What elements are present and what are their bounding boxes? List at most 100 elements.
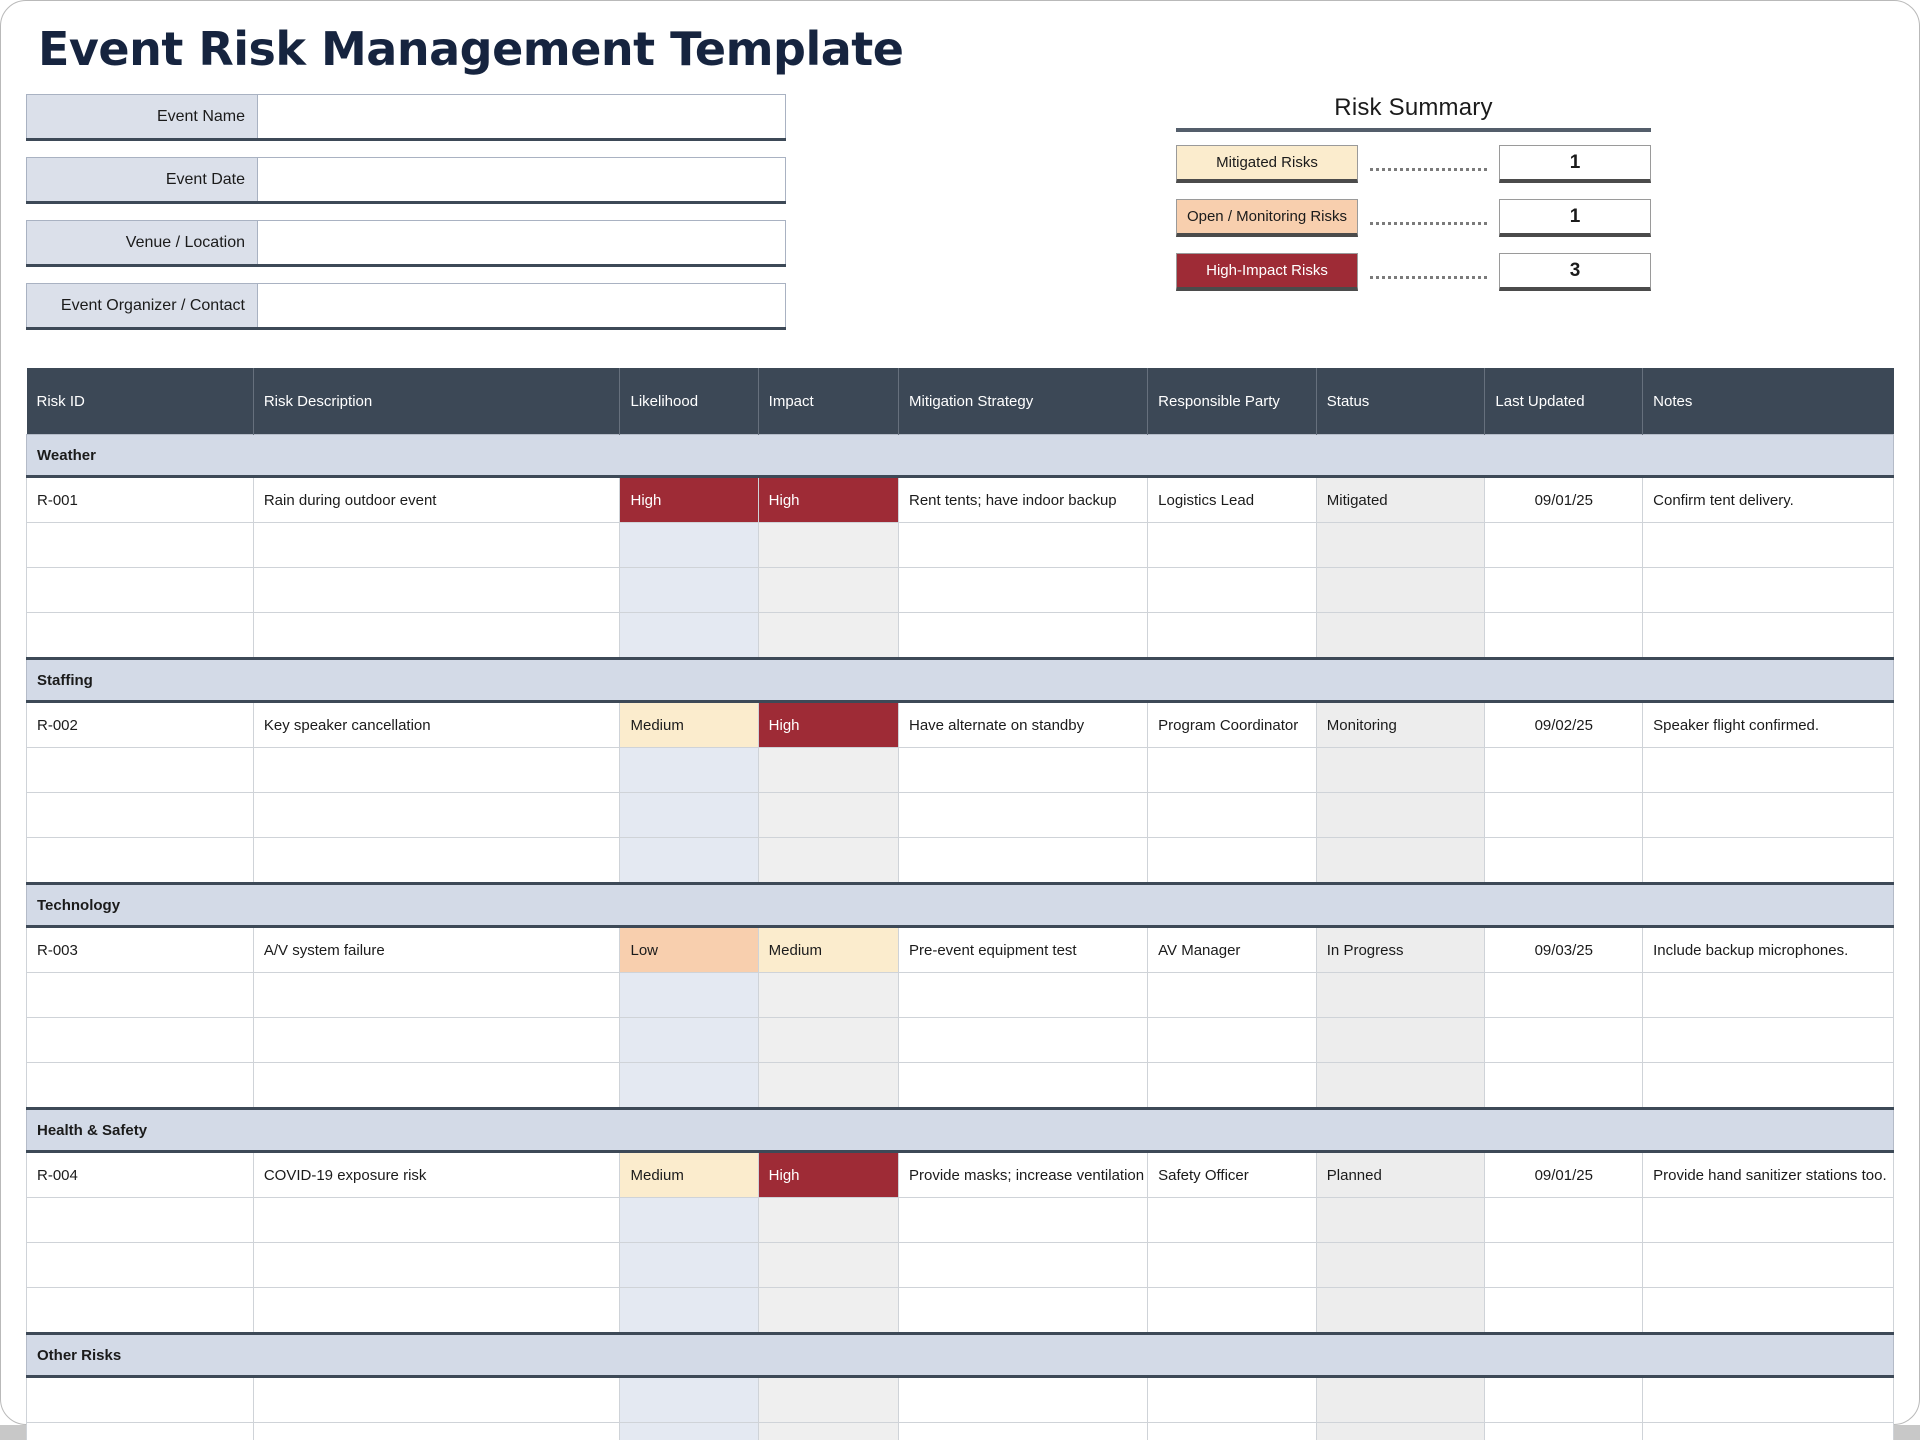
cell-last-updated[interactable]: [1484, 837, 1644, 885]
cell-last-updated[interactable]: [1484, 1422, 1644, 1440]
table-row[interactable]: [26, 567, 1894, 613]
cell-responsible[interactable]: [1147, 1017, 1317, 1063]
cell-status[interactable]: Planned: [1315, 1151, 1486, 1198]
cell-last-updated[interactable]: [1484, 1017, 1644, 1063]
cell-notes[interactable]: Provide hand sanitizer stations too.: [1642, 1151, 1894, 1198]
cell-last-updated[interactable]: [1484, 612, 1644, 660]
cell-responsible[interactable]: [1147, 1197, 1317, 1243]
cell-impact[interactable]: [757, 1197, 900, 1243]
cell-last-updated[interactable]: [1484, 567, 1644, 613]
cell-description[interactable]: [252, 1197, 621, 1243]
table-row[interactable]: [26, 1376, 1894, 1423]
table-row[interactable]: [26, 1017, 1894, 1063]
cell-mitigation[interactable]: [897, 1242, 1149, 1288]
cell-risk-id[interactable]: [26, 972, 254, 1018]
cell-responsible[interactable]: [1147, 612, 1317, 660]
cell-description[interactable]: [252, 1017, 621, 1063]
cell-status[interactable]: [1315, 972, 1486, 1018]
cell-mitigation[interactable]: [897, 1017, 1149, 1063]
cell-mitigation[interactable]: [897, 792, 1149, 838]
cell-status[interactable]: [1315, 1017, 1486, 1063]
cell-last-updated[interactable]: [1484, 972, 1644, 1018]
cell-notes[interactable]: [1642, 1242, 1894, 1288]
cell-notes[interactable]: [1642, 747, 1894, 793]
cell-notes[interactable]: [1642, 1062, 1894, 1110]
cell-description[interactable]: Key speaker cancellation: [252, 701, 621, 748]
cell-likelihood[interactable]: [619, 1287, 759, 1335]
table-row[interactable]: [26, 972, 1894, 1018]
cell-likelihood[interactable]: [619, 612, 759, 660]
cell-description[interactable]: A/V system failure: [252, 926, 621, 973]
cell-mitigation[interactable]: [897, 837, 1149, 885]
cell-notes[interactable]: [1642, 522, 1894, 568]
cell-risk-id[interactable]: [26, 522, 254, 568]
cell-status[interactable]: [1315, 1062, 1486, 1110]
cell-mitigation[interactable]: [897, 1287, 1149, 1335]
cell-risk-id[interactable]: [26, 612, 254, 660]
cell-last-updated[interactable]: 09/01/25: [1484, 476, 1644, 523]
cell-likelihood[interactable]: [619, 1242, 759, 1288]
table-row[interactable]: [26, 837, 1894, 885]
cell-status[interactable]: In Progress: [1315, 926, 1486, 973]
cell-risk-id[interactable]: [26, 567, 254, 613]
cell-mitigation[interactable]: [897, 747, 1149, 793]
cell-impact[interactable]: High: [757, 1151, 900, 1198]
cell-status[interactable]: [1315, 567, 1486, 613]
cell-responsible[interactable]: [1147, 972, 1317, 1018]
cell-responsible[interactable]: Program Coordinator: [1147, 701, 1317, 748]
cell-impact[interactable]: [757, 1062, 900, 1110]
cell-responsible[interactable]: [1147, 747, 1317, 793]
cell-risk-id[interactable]: R-003: [26, 926, 254, 973]
table-row[interactable]: R-004 COVID-19 exposure risk Medium High Pro…: [26, 1151, 1894, 1198]
cell-notes[interactable]: [1642, 1017, 1894, 1063]
table-row[interactable]: [26, 1062, 1894, 1110]
cell-mitigation[interactable]: [897, 1062, 1149, 1110]
table-row[interactable]: [26, 612, 1894, 660]
cell-responsible[interactable]: [1147, 1376, 1317, 1423]
cell-description[interactable]: Rain during outdoor event: [252, 476, 621, 523]
cell-status[interactable]: [1315, 837, 1486, 885]
cell-description[interactable]: [252, 972, 621, 1018]
cell-last-updated[interactable]: [1484, 1376, 1644, 1423]
cell-responsible[interactable]: Safety Officer: [1147, 1151, 1317, 1198]
cell-responsible[interactable]: [1147, 522, 1317, 568]
cell-notes[interactable]: Include backup microphones.: [1642, 926, 1894, 973]
cell-notes[interactable]: [1642, 837, 1894, 885]
cell-impact[interactable]: [757, 1242, 900, 1288]
table-row[interactable]: R-001 Rain during outdoor event High High Re…: [26, 476, 1894, 523]
cell-mitigation[interactable]: [897, 1422, 1149, 1440]
cell-status[interactable]: [1315, 612, 1486, 660]
cell-last-updated[interactable]: [1484, 747, 1644, 793]
cell-description[interactable]: [252, 1422, 621, 1440]
table-row[interactable]: [26, 1287, 1894, 1335]
cell-responsible[interactable]: [1147, 1062, 1317, 1110]
cell-likelihood[interactable]: [619, 972, 759, 1018]
event-field-input[interactable]: [258, 94, 786, 138]
cell-status[interactable]: [1315, 1287, 1486, 1335]
cell-status[interactable]: Mitigated: [1315, 476, 1486, 523]
cell-notes[interactable]: [1642, 972, 1894, 1018]
cell-likelihood[interactable]: [619, 1422, 759, 1440]
cell-notes[interactable]: [1642, 612, 1894, 660]
cell-likelihood[interactable]: [619, 1062, 759, 1110]
cell-mitigation[interactable]: [897, 1376, 1149, 1423]
cell-responsible[interactable]: AV Manager: [1147, 926, 1317, 973]
cell-impact[interactable]: [757, 522, 900, 568]
cell-risk-id[interactable]: [26, 837, 254, 885]
cell-risk-id[interactable]: [26, 1242, 254, 1288]
cell-notes[interactable]: [1642, 1422, 1894, 1440]
cell-notes[interactable]: [1642, 1376, 1894, 1423]
cell-description[interactable]: [252, 522, 621, 568]
cell-notes[interactable]: [1642, 567, 1894, 613]
cell-mitigation[interactable]: [897, 567, 1149, 613]
cell-impact[interactable]: [757, 792, 900, 838]
cell-mitigation[interactable]: Pre-event equipment test: [897, 926, 1149, 973]
cell-impact[interactable]: [757, 612, 900, 660]
cell-risk-id[interactable]: [26, 1062, 254, 1110]
cell-mitigation[interactable]: [897, 972, 1149, 1018]
table-row[interactable]: [26, 522, 1894, 568]
cell-status[interactable]: [1315, 1376, 1486, 1423]
cell-status[interactable]: [1315, 1422, 1486, 1440]
cell-status[interactable]: [1315, 792, 1486, 838]
cell-last-updated[interactable]: [1484, 1062, 1644, 1110]
